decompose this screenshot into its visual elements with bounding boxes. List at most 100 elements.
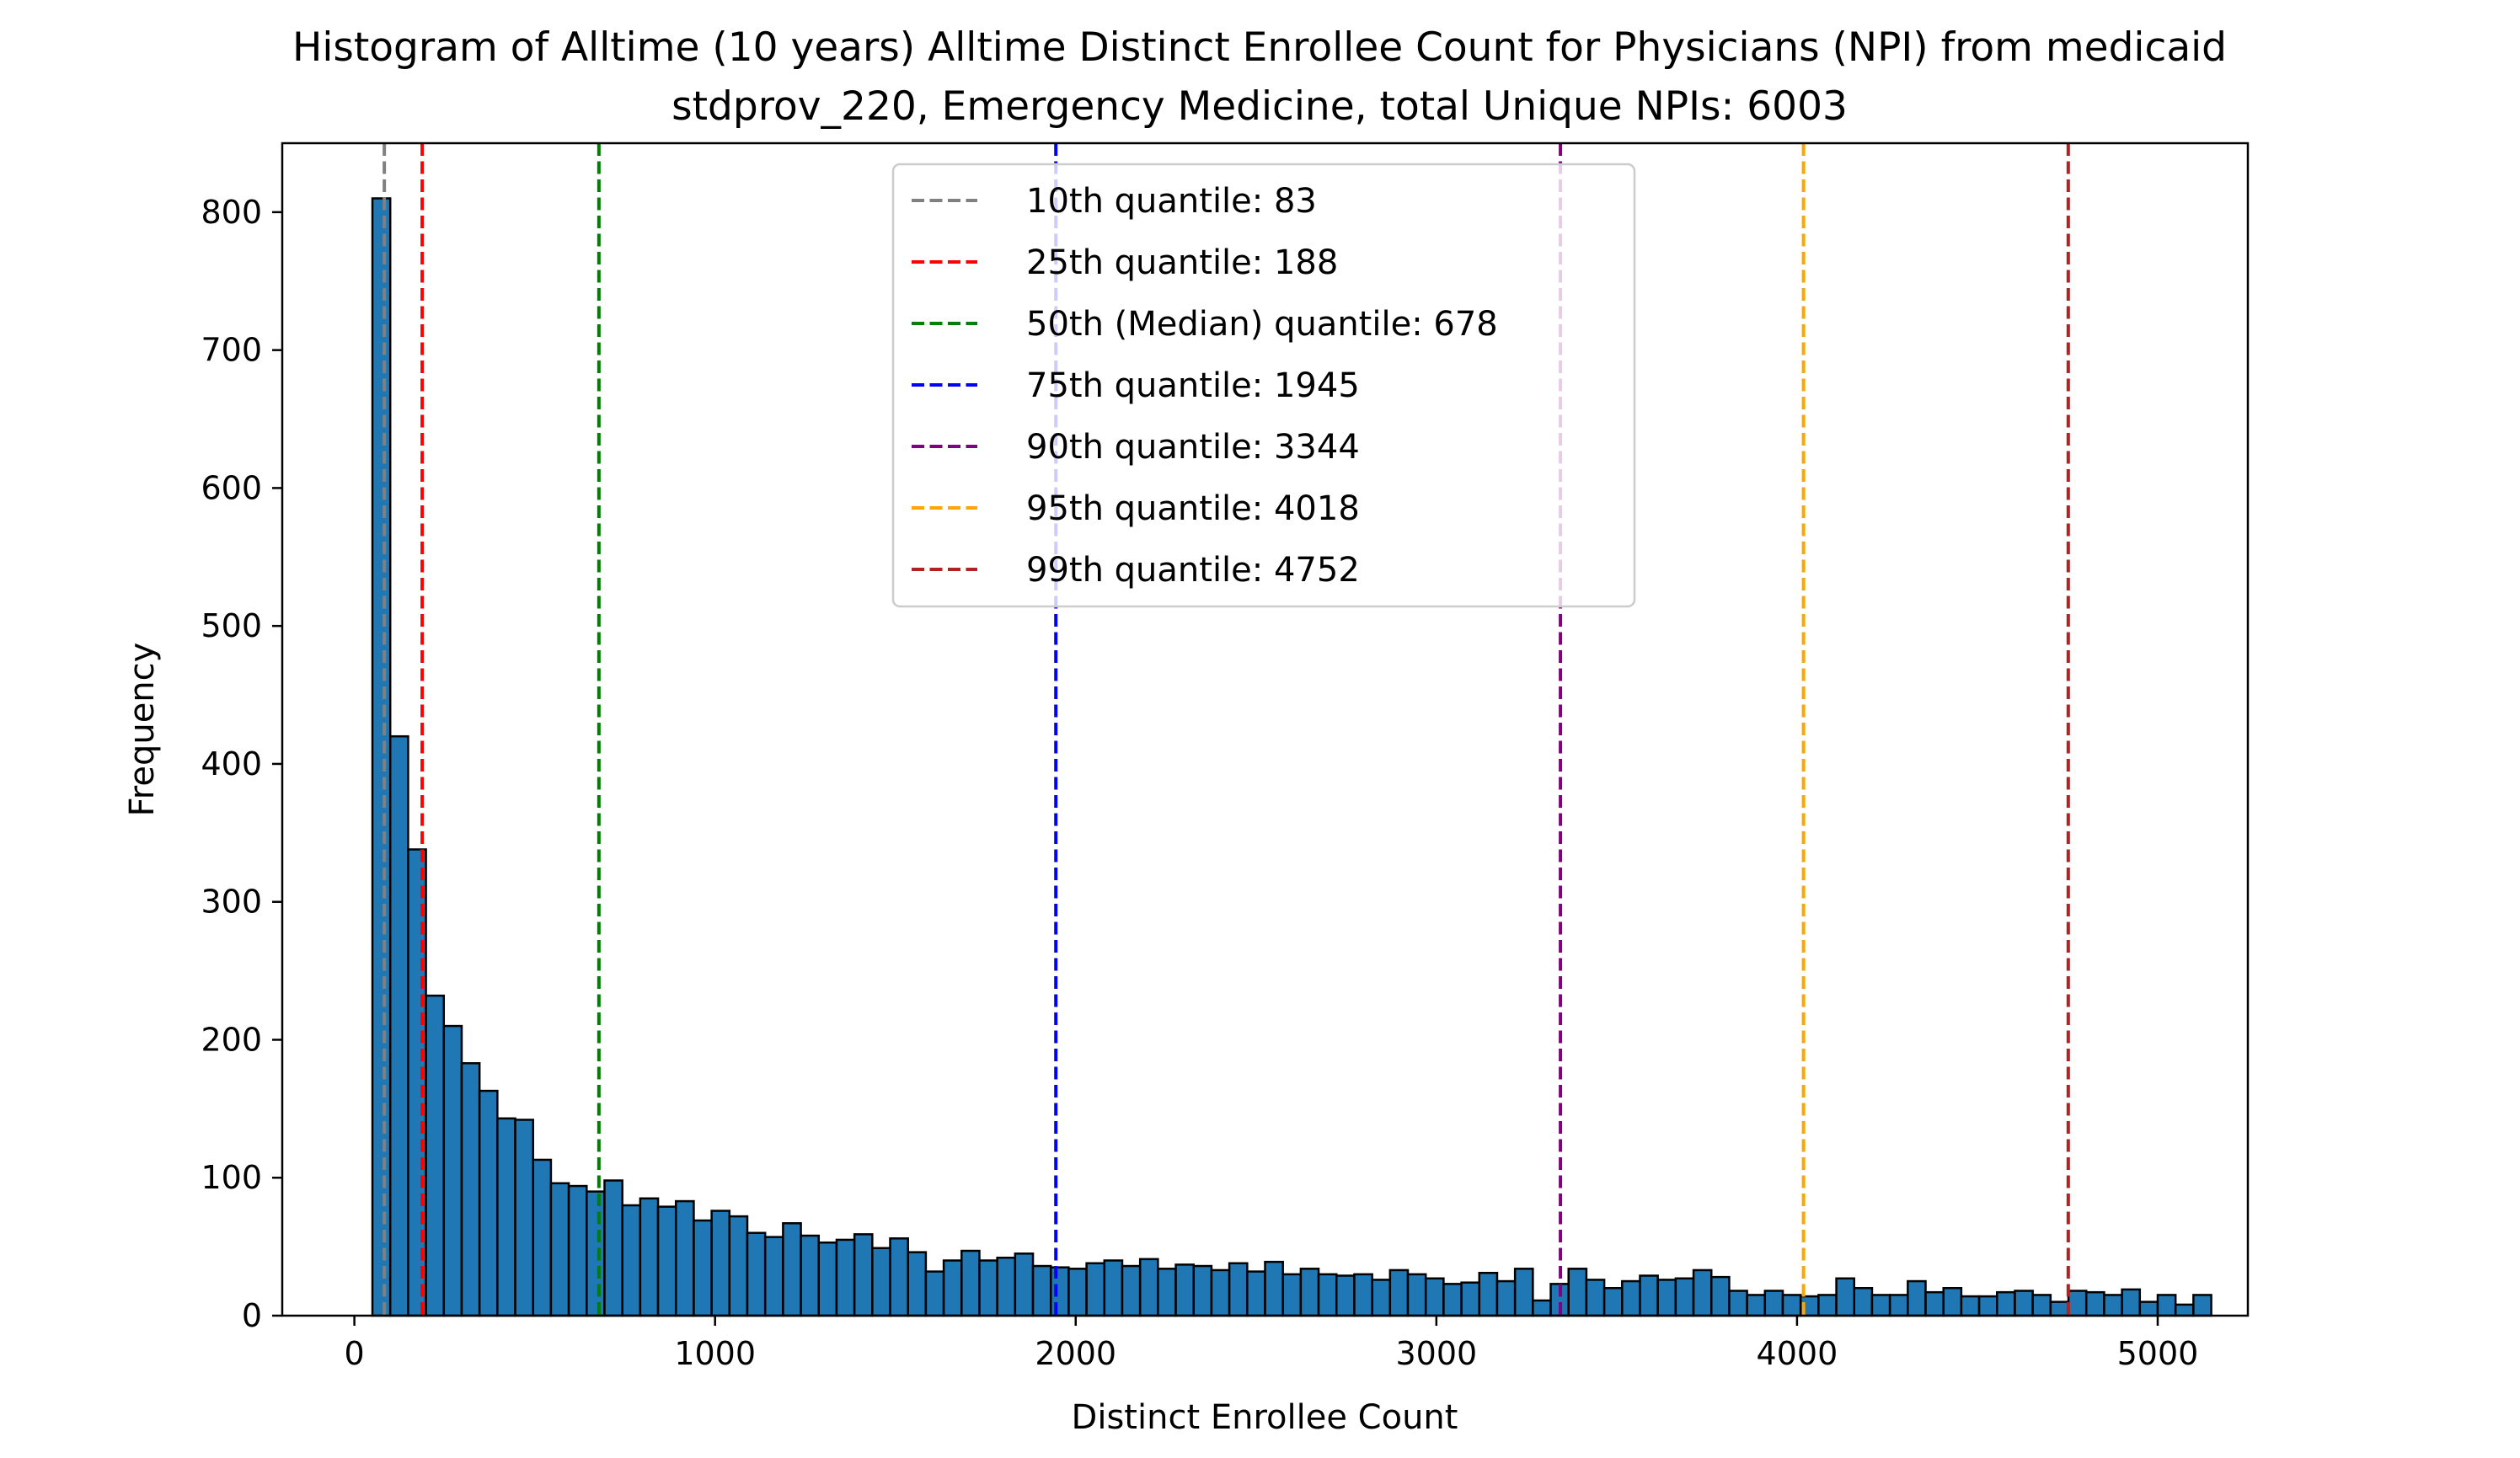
histogram-bar — [2084, 1290, 2105, 1317]
histogram-bar — [996, 1256, 1017, 1317]
legend-label: 25th quantile: 188 — [1026, 243, 1338, 282]
x-tick-label: 4000 — [1757, 1335, 1838, 1372]
histogram-bar — [693, 1219, 713, 1317]
y-axis: 0 100 200 300 400 500 600 700 800 — [201, 194, 282, 1334]
histogram-bar — [1996, 1290, 2016, 1317]
histogram-bar — [1246, 1270, 1266, 1317]
legend-label: 90th quantile: 3344 — [1026, 428, 1360, 467]
histogram-bar — [460, 1062, 481, 1317]
histogram-bar — [871, 1247, 891, 1317]
histogram-bar — [1513, 1268, 1534, 1317]
histogram-bar — [1835, 1277, 1856, 1317]
histogram-bar — [1567, 1268, 1588, 1317]
histogram-bar — [532, 1158, 553, 1317]
histogram-bar — [371, 197, 392, 1317]
histogram-bar — [978, 1259, 998, 1317]
legend-label: 75th quantile: 1945 — [1026, 366, 1360, 405]
histogram-bar — [639, 1197, 660, 1317]
histogram-bar — [407, 848, 427, 1317]
histogram-bar — [1353, 1273, 1373, 1317]
x-tick-label: 5000 — [2117, 1335, 2199, 1372]
histogram-bar — [1174, 1263, 1195, 1317]
histogram-bar — [1817, 1294, 1838, 1317]
y-tick-label: 800 — [201, 194, 262, 231]
histogram-bar — [1781, 1294, 1802, 1317]
histogram-bar — [889, 1237, 909, 1317]
histogram-bar — [1888, 1294, 1909, 1317]
histogram-bar — [1192, 1264, 1213, 1317]
histogram-bar — [1924, 1290, 1945, 1317]
histogram-bar — [1281, 1273, 1303, 1317]
histogram-bar — [710, 1210, 731, 1317]
histogram-bar — [1870, 1294, 1891, 1317]
y-tick-label: 100 — [201, 1159, 262, 1196]
histogram-bar — [728, 1215, 749, 1317]
histogram-bar — [1728, 1290, 1748, 1317]
histogram-bar — [782, 1222, 802, 1317]
histogram-bar — [1014, 1252, 1035, 1317]
histogram-bar — [817, 1241, 838, 1317]
histogram-bar — [621, 1204, 642, 1317]
histogram-bar — [674, 1199, 695, 1317]
histogram-bar — [1442, 1283, 1463, 1317]
histogram-bar — [1532, 1299, 1552, 1317]
legend-label: 50th (Median) quantile: 678 — [1026, 305, 1498, 344]
histogram-bar — [1585, 1279, 1606, 1317]
y-tick-label: 0 — [242, 1297, 262, 1334]
histogram-bar — [1907, 1279, 1927, 1317]
histogram-bar — [478, 1089, 499, 1317]
histogram-bar — [388, 734, 409, 1317]
histogram-bar — [1746, 1294, 1767, 1317]
histogram-bar — [2067, 1290, 2088, 1317]
histogram-bar — [1960, 1295, 1981, 1317]
histogram-bar — [1264, 1260, 1284, 1317]
histogram-bar — [586, 1190, 606, 1317]
histogram-bar — [1210, 1268, 1231, 1317]
histogram-bar — [1621, 1279, 1641, 1317]
histogram-bar — [1299, 1268, 1320, 1317]
chart-title: Histogram of Alltime (10 years) Alltime … — [292, 24, 2227, 71]
histogram-bar — [1709, 1275, 1731, 1317]
histogram-bar — [1460, 1281, 1481, 1317]
x-tick-label: 3000 — [1395, 1335, 1477, 1372]
histogram-bar — [1478, 1271, 1499, 1317]
histogram-bar — [763, 1236, 784, 1317]
histogram-bar — [2174, 1303, 2195, 1317]
histogram-bar — [2156, 1294, 2177, 1317]
histogram-bar — [2014, 1290, 2034, 1317]
histogram-bar — [1602, 1286, 1624, 1317]
histogram-bar — [1424, 1277, 1445, 1317]
histogram-bar — [1085, 1262, 1106, 1317]
histogram-bar — [1121, 1264, 1142, 1317]
y-tick-label: 200 — [201, 1021, 262, 1058]
legend-box — [891, 163, 1636, 608]
histogram-bar — [1674, 1277, 1695, 1317]
histogram-bar — [1656, 1279, 1677, 1317]
histogram-bar — [514, 1119, 534, 1317]
histogram-bar — [425, 994, 446, 1317]
legend-label: 99th quantile: 4752 — [1026, 551, 1360, 590]
histogram-bar — [603, 1179, 623, 1317]
histogram-bar — [1371, 1279, 1392, 1317]
histogram-bar — [942, 1259, 963, 1317]
histogram-bar — [1639, 1274, 1659, 1317]
y-tick-label: 300 — [201, 884, 262, 921]
histogram-bar — [2121, 1288, 2142, 1317]
histogram-bar — [1388, 1268, 1410, 1317]
histogram-bar — [1692, 1268, 1713, 1317]
histogram-bar — [1977, 1295, 1998, 1317]
histogram-bar — [960, 1249, 981, 1317]
histogram-bar — [800, 1234, 821, 1317]
x-axis-label: Distinct Enrollee Count — [1072, 1398, 1458, 1437]
histogram-bar — [1138, 1258, 1159, 1317]
y-tick-label: 700 — [201, 332, 262, 369]
y-tick-label: 400 — [201, 745, 262, 782]
quantile-lines — [383, 143, 2070, 1316]
histogram-bar — [1317, 1273, 1338, 1317]
y-tick-label: 500 — [201, 607, 262, 644]
histogram-bar — [1067, 1268, 1088, 1317]
histogram-bar — [2138, 1300, 2159, 1317]
histogram-bar — [1853, 1286, 1874, 1317]
histogram-bar — [1495, 1279, 1517, 1317]
